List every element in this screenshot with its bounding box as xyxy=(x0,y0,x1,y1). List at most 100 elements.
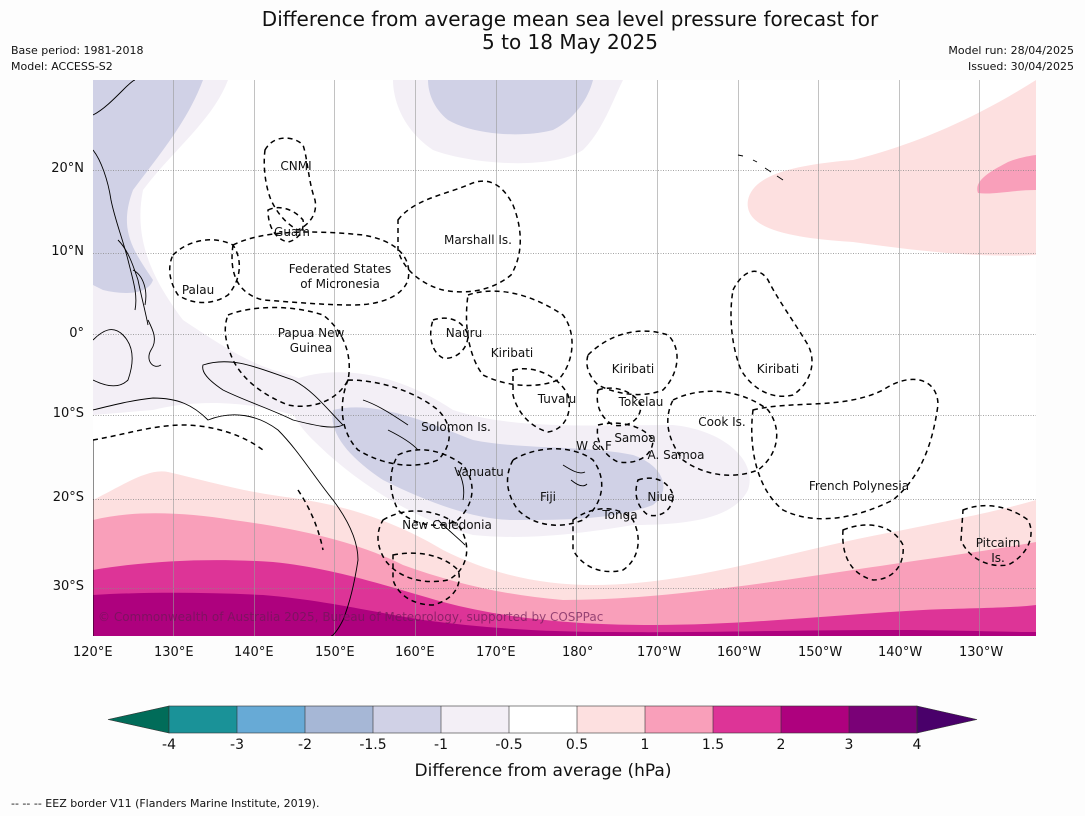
gridlines xyxy=(173,80,980,636)
lon-tick: 170°W xyxy=(637,645,682,660)
label-fsm1: Federated States xyxy=(289,262,391,276)
label-pitcairn2: Is. xyxy=(991,551,1005,565)
label-solomon: Solomon Is. xyxy=(421,420,491,434)
colorbar-arrow-high xyxy=(916,705,978,734)
colorbar-label: -4 xyxy=(162,737,176,753)
lat-tick: 10°N xyxy=(51,244,84,259)
sulawesi-coast xyxy=(147,319,162,367)
colorbar-label: 3 xyxy=(844,737,854,753)
colorbar-label: -1 xyxy=(434,737,448,753)
latitude-gridlines xyxy=(93,170,1036,589)
colorbar-swatch xyxy=(169,706,237,733)
lat-tick: 20°N xyxy=(51,161,84,176)
label-tokelau: Tokelau xyxy=(618,395,664,409)
eez-marshall xyxy=(397,180,521,293)
philippines-coast xyxy=(117,239,149,326)
eez-french-polynesia xyxy=(751,378,939,520)
anomaly-neg-1-north xyxy=(428,80,593,135)
lon-tick: 140°W xyxy=(878,645,923,660)
chart-title-line2: 5 to 18 May 2025 xyxy=(482,30,658,54)
asia-coast xyxy=(93,80,137,311)
lat-tick: 0° xyxy=(69,326,84,341)
eez-kiribati-phoenix xyxy=(586,330,678,396)
eez-nauru xyxy=(430,317,469,359)
eez-tuvalu xyxy=(512,368,570,433)
colorbar-label: 4 xyxy=(912,737,922,753)
model-run: Model run: 28/04/2025 xyxy=(948,44,1074,57)
lon-tick: 150°E xyxy=(315,645,355,660)
fiji-coast xyxy=(562,464,588,487)
colorbar-arrow-low xyxy=(107,705,170,734)
colorbar-swatch xyxy=(577,706,645,733)
map-panel: CNMI Guam Marshall Is. Federated States … xyxy=(93,80,1036,636)
lon-tick: 140°E xyxy=(234,645,274,660)
colorbar-swatch xyxy=(849,706,917,733)
label-kiribati-1: Kiribati xyxy=(491,346,533,360)
lon-tick: 150°W xyxy=(798,645,843,660)
borneo-coast xyxy=(93,329,133,387)
vanuatu-coast xyxy=(457,469,465,501)
chart-title-line1: Difference from average mean sea level p… xyxy=(261,7,879,31)
eez-cnmi xyxy=(263,137,317,231)
colorbar-label: -3 xyxy=(230,737,244,753)
eez-palau xyxy=(168,239,240,304)
lon-tick: 130°W xyxy=(959,645,1004,660)
label-asamoa: A. Samoa xyxy=(648,448,705,462)
colorbar-label: -1.5 xyxy=(359,737,387,753)
lon-tick: 180° xyxy=(562,645,594,660)
colorbar-label: -2 xyxy=(298,737,312,753)
colorbar-swatch xyxy=(509,706,577,733)
lat-tick: 30°S xyxy=(52,579,84,594)
eez-fiji xyxy=(506,448,603,526)
label-vanuatu: Vanuatu xyxy=(454,465,504,479)
label-guam: Guam xyxy=(274,225,310,239)
lat-tick: 10°S xyxy=(52,406,84,421)
newcaledonia-coast xyxy=(437,519,466,546)
colorbar-label: 0.5 xyxy=(565,737,589,753)
eez-vanuatu xyxy=(390,449,473,526)
eez-kermadec xyxy=(392,552,460,606)
eez-footer-note: -- -- -- EEZ border V11 (Flanders Marine… xyxy=(11,797,320,810)
colorbar-swatch xyxy=(237,706,305,733)
label-palau: Palau xyxy=(182,283,214,297)
colorbar-swatch xyxy=(781,706,849,733)
colorbar-swatch xyxy=(441,706,509,733)
label-fsm2: of Micronesia xyxy=(300,277,380,291)
lon-tick: 160°W xyxy=(717,645,762,660)
lon-tick: 160°E xyxy=(395,645,435,660)
label-tuvalu: Tuvalu xyxy=(537,392,577,406)
colorbar-swatch xyxy=(373,706,441,733)
eez-pitcairn xyxy=(960,504,1032,567)
lon-tick: 130°E xyxy=(154,645,194,660)
colorbar-swatch xyxy=(713,706,781,733)
australia-coast xyxy=(93,397,359,636)
colorbar-label: 1.5 xyxy=(701,737,725,753)
label-kiribati-2: Kiribati xyxy=(612,362,654,376)
eez-niue xyxy=(635,477,674,517)
label-tonga: Tonga xyxy=(601,508,637,522)
eez-kiribati-line xyxy=(730,270,813,397)
anomaly-pos-0-5-northeast xyxy=(747,80,1036,256)
eez-solomon xyxy=(341,379,450,466)
lon-tick: 170°E xyxy=(476,645,516,660)
anomaly-pos-1-northeast xyxy=(977,155,1036,194)
eez-tonga xyxy=(572,508,639,573)
label-french-polynesia: French Polynesia xyxy=(809,479,909,493)
label-wf: W & F xyxy=(576,439,612,453)
hawaii-coast xyxy=(737,154,784,181)
solomon-coast xyxy=(362,399,419,451)
eez-austral xyxy=(842,524,904,581)
label-fiji: Fiji xyxy=(540,490,556,504)
colorbar-swatch xyxy=(305,706,373,733)
lon-tick: 120°E xyxy=(73,645,113,660)
label-cnmi: CNMI xyxy=(280,159,311,173)
colorbar-swatch xyxy=(645,706,713,733)
colorbar-label: 1 xyxy=(640,737,650,753)
newguinea-coast xyxy=(202,361,344,428)
pressure-anomaly-map: CNMI Guam Marshall Is. Federated States … xyxy=(93,80,1036,636)
anomaly-pos-2-south xyxy=(93,592,1036,636)
issued-date: Issued: 30/04/2025 xyxy=(967,60,1074,73)
eez-samoa xyxy=(596,422,654,464)
lat-tick: 20°S xyxy=(52,490,84,505)
colorbar-title: Difference from average (hPa) xyxy=(414,761,672,781)
